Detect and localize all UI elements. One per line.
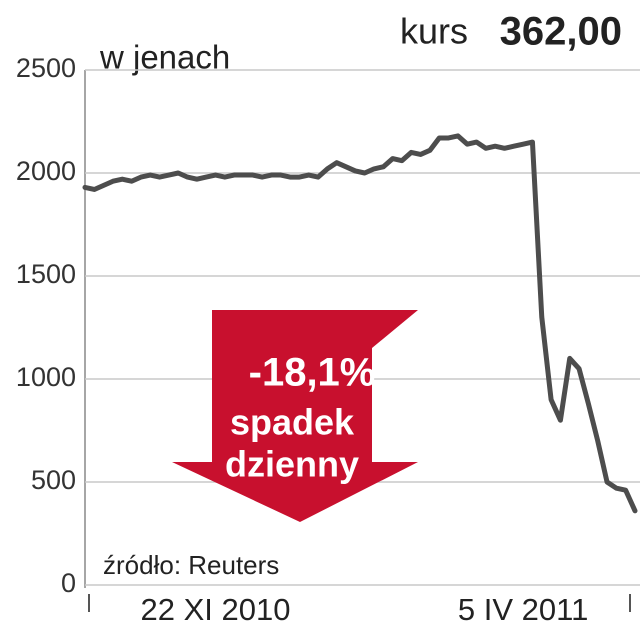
- current-value: 362,00: [500, 10, 622, 54]
- y-tick-label: 0: [61, 568, 76, 598]
- y-tick-label: 500: [31, 465, 76, 495]
- x-tick-label: 22 XI 2010: [141, 592, 291, 627]
- line-series: [82, 133, 638, 514]
- y-tick-label: 1000: [16, 362, 76, 392]
- source: źródło: Reuters: [103, 550, 279, 580]
- y-tick-label: 2500: [16, 53, 76, 83]
- annotation: dzienny: [225, 444, 359, 485]
- y-tick-label: 2000: [16, 156, 76, 186]
- y-tick-label: 1500: [16, 259, 76, 289]
- annotation: -18,1%: [249, 351, 376, 395]
- arrow-shape: [172, 310, 418, 522]
- x-tick-label: 5 IV 2011: [458, 592, 588, 627]
- title: kurs: [400, 11, 468, 52]
- arrow: -18,1% spadek dzienny: [172, 310, 418, 522]
- plot: [82, 133, 638, 514]
- annotation: spadek: [230, 402, 355, 443]
